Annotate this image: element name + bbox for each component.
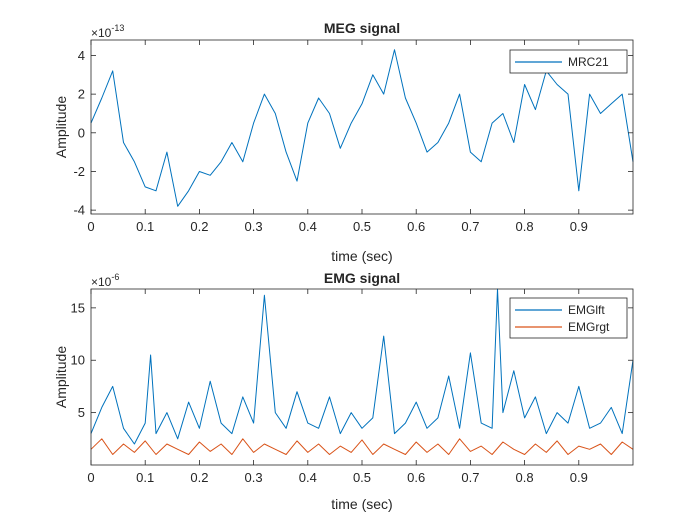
- meg-x-tick-label: 0.8: [516, 219, 534, 234]
- meg-legend: MRC21: [509, 49, 628, 74]
- emg-series-line-emgrgt: [90, 438, 634, 455]
- emg-legend-label-emglft: EMGlft: [568, 303, 605, 317]
- meg-marks: [90, 49, 634, 207]
- meg-exponent-base: ×10: [91, 26, 112, 40]
- emg-x-label: time (sec): [331, 496, 392, 512]
- meg-x-tick-label: 0.7: [461, 219, 479, 234]
- meg-x-tick-label: 0.9: [570, 219, 588, 234]
- meg-x-tick-label: 0.4: [299, 219, 317, 234]
- emg-legend-label-emgrgt: EMGrgt: [568, 320, 610, 334]
- meg-y-tick-label: 2: [78, 87, 85, 102]
- meg-y-tick-label: 0: [78, 125, 85, 140]
- meg-y-label: Amplitude: [53, 96, 69, 158]
- emg-legend: EMGlft EMGrgt: [509, 297, 628, 339]
- meg-exponent-power: -13: [111, 23, 124, 33]
- emg-exponent-base: ×10: [91, 275, 112, 289]
- emg-axes-box: [90, 288, 634, 466]
- meg-x-tick-label: 0.6: [407, 219, 425, 234]
- meg-axes: 0 0.1 0.2 0.3 0.4 0.5 0.6 0.7 0.8 0.9 -4 -2 0 2 4 MEG…: [53, 20, 634, 264]
- emg-y-exponent: ×10-6: [91, 272, 119, 289]
- emg-x-tick-label: 0.7: [461, 470, 479, 485]
- emg-axes: 0 0.1 0.2 0.3 0.4 0.5 0.6 0.7 0.8 0.9 5 10 15 EMG s…: [53, 270, 634, 512]
- emg-x-tick-label: 0.1: [136, 470, 154, 485]
- emg-x-tick-label: 0.6: [407, 470, 425, 485]
- emg-y-tick-label: 15: [71, 300, 85, 315]
- meg-y-exponent: ×10-13: [91, 23, 124, 40]
- emg-exponent-power: -6: [111, 272, 119, 282]
- emg-x-tick-label: 0.2: [190, 470, 208, 485]
- emg-legend-box: [509, 297, 628, 339]
- meg-x-label: time (sec): [331, 248, 392, 264]
- meg-x-tick-label: 0.2: [190, 219, 208, 234]
- emg-x-tick-label: 0: [87, 470, 94, 485]
- meg-legend-box: [509, 49, 628, 74]
- meg-x-tick-label: 0.3: [245, 219, 263, 234]
- meg-x-tick-label: 0.1: [136, 219, 154, 234]
- meg-title: MEG signal: [324, 20, 400, 36]
- meg-y-tick-label: 4: [78, 48, 85, 63]
- emg-x-tick-label: 0.3: [245, 470, 263, 485]
- emg-series-line-emglft: [90, 288, 634, 445]
- emg-x-tick-label: 0.4: [299, 470, 317, 485]
- meg-x-tick-label: 0: [87, 219, 94, 234]
- meg-y-tick-label: -4: [73, 203, 85, 218]
- meg-axes-box: [90, 39, 634, 215]
- emg-x-tick-label: 0.5: [353, 470, 371, 485]
- emg-y-tick-label: 5: [78, 405, 85, 420]
- meg-y-ticks: -4 -2 0 2 4: [73, 48, 633, 218]
- emg-y-ticks: 5 10 15: [71, 300, 633, 420]
- meg-y-tick-label: -2: [73, 164, 85, 179]
- meg-series-line-mrc21: [90, 49, 634, 207]
- meg-x-ticks: 0 0.1 0.2 0.3 0.4 0.5 0.6 0.7 0.8 0.9: [87, 40, 588, 234]
- emg-y-tick-label: 10: [71, 353, 85, 368]
- emg-x-tick-label: 0.8: [516, 470, 534, 485]
- meg-legend-label-mrc21: MRC21: [568, 55, 609, 69]
- meg-x-tick-label: 0.5: [353, 219, 371, 234]
- emg-title: EMG signal: [324, 270, 400, 286]
- emg-x-tick-label: 0.9: [570, 470, 588, 485]
- emg-y-label: Amplitude: [53, 346, 69, 408]
- emg-marks: [90, 288, 634, 455]
